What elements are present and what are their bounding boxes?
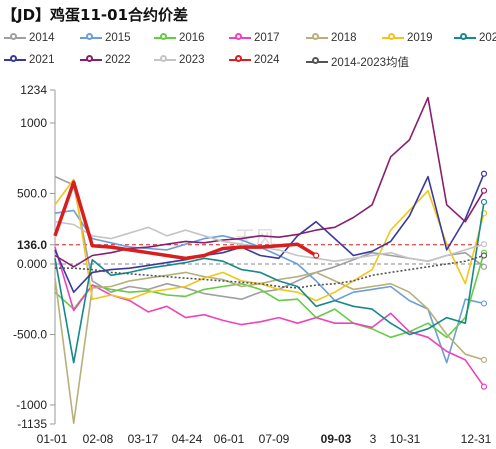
series-end-marker [480, 170, 488, 177]
legend-item[interactable]: 2015 [80, 32, 131, 44]
legend-swatch [154, 33, 176, 43]
series-end-marker [480, 198, 488, 206]
legend-label: 2020 [479, 32, 496, 44]
legend-swatch [306, 57, 328, 67]
legend-item[interactable]: 2014 [4, 32, 55, 44]
legend-label: 2016 [179, 32, 205, 44]
series-end-marker [480, 252, 488, 259]
legend-label: 2023 [179, 54, 205, 66]
legend-swatch [306, 33, 328, 43]
legend-item[interactable]: 2014-2023均值 [306, 54, 409, 70]
x-tick-label: 03-17 [128, 432, 159, 446]
series-line-2021 [54, 173, 485, 293]
x-tick-label: 04-24 [172, 432, 203, 446]
legend-swatch [80, 55, 102, 65]
legend-swatch [154, 55, 176, 65]
series-line-2017 [54, 246, 485, 388]
legend-item[interactable]: 2021 [4, 54, 55, 66]
y-tick-label: 1234 [20, 83, 47, 97]
series-lines [53, 96, 488, 425]
series-end-marker [480, 187, 488, 194]
legend-swatch [382, 33, 404, 43]
legend-label: 2014 [29, 32, 55, 44]
legend-label: 2024 [254, 54, 280, 66]
chart-title: 【JD】鸡蛋11-01合约价差 [2, 6, 189, 24]
legend-item[interactable]: 2020 [454, 32, 496, 44]
legend-item[interactable]: 2024 [229, 54, 280, 66]
series-line-2019 [54, 178, 485, 302]
legend-label: 2015 [105, 32, 131, 44]
x-tick-label: 06-01 [214, 432, 245, 446]
y-tick-label: 500.0 [17, 186, 47, 200]
legend-swatch [229, 33, 251, 43]
series-end-marker [480, 383, 488, 390]
x-axis: 01-01 02-08 03-17 04-24 06-01 07-09 09-03 3 10-3… [37, 432, 492, 446]
legend-label: 2019 [407, 32, 433, 44]
legend-item[interactable]: 2016 [154, 32, 205, 44]
legend-label: 2017 [254, 32, 280, 44]
x-tick-label: 02-08 [83, 432, 114, 446]
legend-swatch [4, 55, 26, 65]
series-line-2018 [54, 271, 485, 425]
y-tick-label: 136.0 [17, 238, 47, 252]
series-end-marker [313, 252, 320, 259]
series-end-marker [480, 263, 488, 270]
series-line-2020 [54, 201, 485, 364]
legend-item[interactable]: 2022 [80, 54, 131, 66]
series-end-marker [480, 241, 488, 248]
legend-item[interactable]: 2023 [154, 54, 205, 66]
legend-label: 2014-2023均值 [331, 57, 409, 69]
legend-item[interactable]: 2017 [229, 32, 280, 44]
legend-item[interactable]: 2019 [382, 32, 433, 44]
x-tick-label: 12-31 [461, 432, 492, 446]
y-tick-label: 1000 [20, 116, 47, 130]
x-tick-label: 01-01 [37, 432, 68, 446]
y-tick-label: 0.000 [17, 257, 47, 271]
x-tick-label: 09-03 [321, 432, 352, 446]
legend-swatch [229, 55, 251, 65]
y-tick-label: -1135 [17, 417, 47, 431]
gridlines [55, 244, 484, 265]
x-tick-label: 10-31 [390, 432, 421, 446]
y-tick-label: -1000 [16, 398, 47, 412]
x-tick-label: 07-09 [259, 432, 290, 446]
legend-label: 2018 [331, 32, 357, 44]
series-line-2024 [53, 180, 318, 261]
legend-label: 2021 [29, 54, 55, 66]
legend-item[interactable]: 2018 [306, 32, 357, 44]
legend-swatch [80, 33, 102, 43]
legend-swatch [454, 33, 476, 43]
x-tick-label: 3 [370, 432, 377, 446]
series-line-2014-2023均值 [55, 254, 485, 289]
series-line-2016 [54, 252, 485, 339]
series-end-marker [480, 300, 488, 307]
legend-swatch [4, 33, 26, 43]
y-axis: 1234 1000 500.0 136.0 0.000 -500.0 -1000 -1135 [13, 83, 56, 431]
legend-label: 2022 [105, 54, 131, 66]
series-end-marker [480, 356, 488, 363]
series-line-2015 [54, 209, 485, 364]
series-line-2023 [54, 220, 485, 262]
y-tick-label: -500.0 [13, 327, 47, 341]
